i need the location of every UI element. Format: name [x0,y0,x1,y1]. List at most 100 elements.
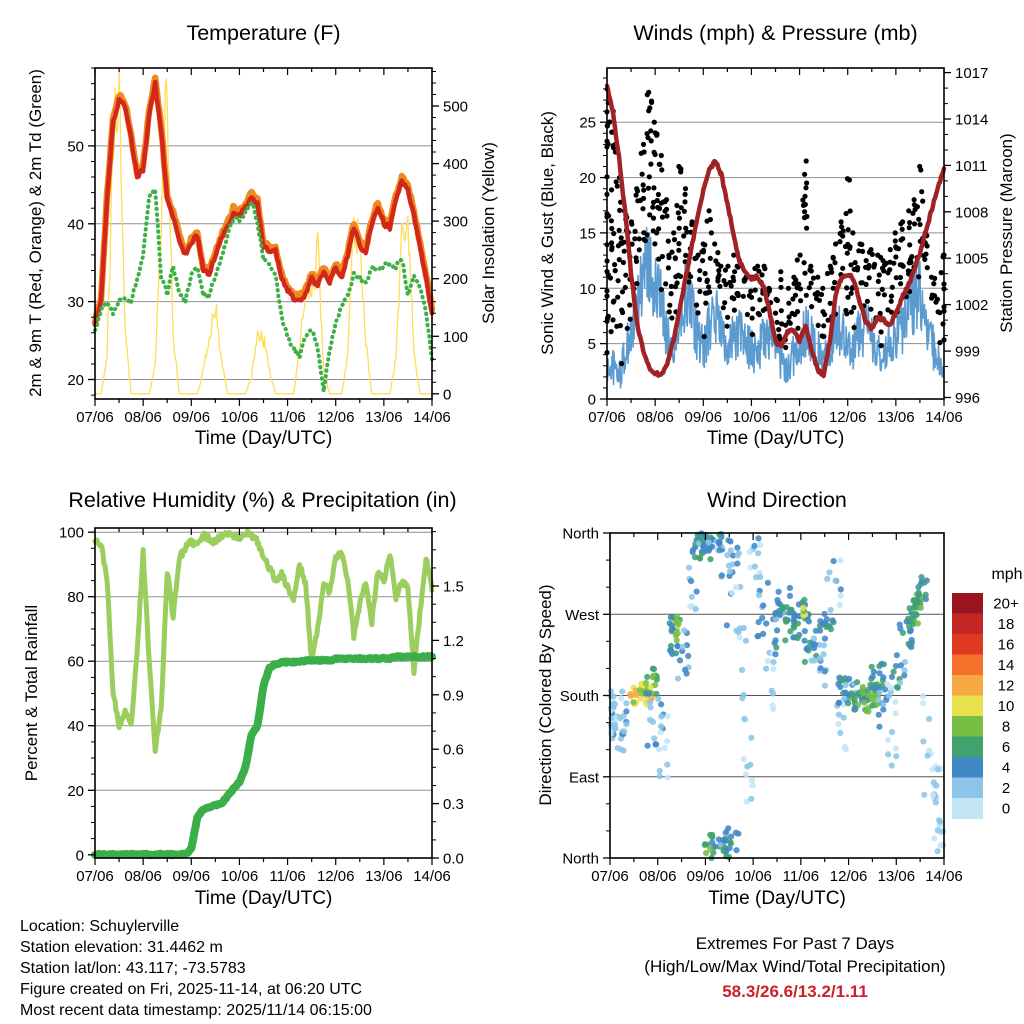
svg-text:11/06: 11/06 [269,409,305,426]
temperature-xlabel: Time (Day/UTC) [194,428,333,449]
extremes-subtitle: (High/Low/Max Wind/Total Precipitation) [644,957,946,976]
pressure-line [604,83,947,379]
svg-text:1.2: 1.2 [443,633,464,650]
station-elevation: Station elevation: 31.4462 m [20,939,223,956]
svg-text:10: 10 [998,698,1015,715]
svg-text:100: 100 [443,329,468,346]
svg-text:10/06: 10/06 [221,868,259,885]
station-latlon: Station lat/lon: 43.117; -73.5783 [20,960,246,977]
svg-text:07/06: 07/06 [76,409,114,426]
svg-text:30: 30 [67,294,84,311]
svg-text:08/06: 08/06 [639,868,677,885]
svg-text:0: 0 [443,386,451,403]
solar-ylabel-right: Solar Insolation (Yellow) [479,142,498,324]
extremes-values: 58.3/26.6/13.2/1.11 [722,982,868,1001]
svg-text:200: 200 [443,271,468,288]
svg-text:10: 10 [579,281,596,298]
svg-text:60: 60 [67,654,84,671]
svg-text:12/06: 12/06 [830,868,868,885]
svg-text:08/06: 08/06 [636,409,674,426]
svg-text:14/06: 14/06 [925,409,963,426]
temperature-title: Temperature (F) [186,21,341,45]
svg-text:300: 300 [443,214,468,231]
svg-text:50: 50 [67,138,84,155]
svg-text:0: 0 [76,847,84,864]
colorbar-title: mph [991,566,1023,583]
svg-text:12/06: 12/06 [829,409,867,426]
temperature-ylabel-left: 2m & 9m T (Red, Orange) & 2m Td (Green) [26,69,45,397]
temperature-9m-line [91,74,436,326]
speed-colorbar: 20+ 18 16 14 12 10 8 6 4 2 0 [952,593,1019,819]
svg-text:0.0: 0.0 [443,851,464,868]
dewpoint-line [93,187,434,394]
svg-text:5: 5 [588,336,596,353]
svg-text:12/06: 12/06 [317,868,355,885]
svg-text:18: 18 [998,616,1015,633]
data-timestamp: Most recent data timestamp: 2025/11/14 0… [20,1002,372,1019]
svg-text:14/06: 14/06 [413,868,451,885]
svg-text:500: 500 [443,99,468,116]
svg-text:11/06: 11/06 [781,409,817,426]
svg-text:12/06: 12/06 [317,409,355,426]
wind-ylabel-left: Sonic Wind & Gust (Blue, Black) [538,111,557,355]
pressure-ylabel-right: Station Pressure (Maroon) [997,133,1016,333]
svg-text:100: 100 [59,525,84,542]
svg-text:20: 20 [67,783,84,800]
svg-text:07/06: 07/06 [76,868,114,885]
station-location: Location: Schuylerville [20,918,180,935]
svg-text:0: 0 [588,392,596,409]
svg-text:8: 8 [1002,718,1010,735]
humidity-ylabel-left: Percent & Total Rainfall [22,604,41,782]
figure-created: Figure created on Fri, 2025-11-14, at 06… [20,981,363,998]
station-info: Location: Schuylerville Station elevatio… [20,916,372,1021]
temperature-2m-line [92,79,435,328]
wind-direction-dots [607,530,947,862]
svg-text:07/06: 07/06 [591,868,629,885]
svg-text:09/06: 09/06 [687,868,725,885]
svg-text:08/06: 08/06 [124,868,162,885]
svg-text:1005: 1005 [955,251,988,268]
wind_direction-axes: 07/06 08/06 09/06 10/06 11/06 12/06 13/06 14/06… [560,526,963,886]
svg-text:09/06: 09/06 [685,409,723,426]
svg-text:14/06: 14/06 [413,409,451,426]
svg-text:999: 999 [955,344,980,361]
svg-text:South: South [560,688,599,705]
svg-text:North: North [562,526,599,543]
temperature-axes: 07/06 08/06 09/06 10/06 11/06 12/06 13/06 14/06… [67,67,468,426]
svg-text:14/06: 14/06 [925,868,963,885]
svg-text:13/06: 13/06 [878,868,916,885]
winds_pressure-axes: 07/06 08/06 09/06 10/06 11/06 12/06 13/06 14/06… [579,65,988,426]
svg-text:1008: 1008 [955,204,988,221]
svg-text:North: North [562,851,599,868]
svg-text:0: 0 [1002,800,1010,817]
humidity_precip-axes: 07/06 08/06 09/06 10/06 11/06 12/06 13/06 14/06… [59,525,464,885]
winds-pressure-title: Winds (mph) & Pressure (mb) [633,21,918,45]
solar-insolation-line [94,70,433,395]
svg-text:20+: 20+ [993,595,1019,612]
svg-text:1.5: 1.5 [443,579,464,596]
svg-text:40: 40 [67,718,84,735]
svg-text:East: East [569,769,600,786]
svg-text:10/06: 10/06 [734,868,772,885]
svg-text:25: 25 [579,115,596,132]
svg-text:1002: 1002 [955,297,988,314]
wind-direction-title: Wind Direction [707,488,847,512]
svg-text:13/06: 13/06 [365,409,403,426]
svg-text:09/06: 09/06 [173,868,211,885]
svg-text:11/06: 11/06 [269,868,305,885]
svg-text:1011: 1011 [955,158,987,175]
svg-text:4: 4 [1002,759,1010,776]
extremes-title: Extremes For Past 7 Days [695,934,895,953]
relative-humidity-line [92,528,435,754]
svg-text:0.3: 0.3 [443,796,464,813]
svg-text:16: 16 [998,636,1015,653]
svg-text:996: 996 [955,390,980,407]
svg-text:07/06: 07/06 [588,409,626,426]
svg-text:1017: 1017 [955,65,988,82]
humidity-precip-title: Relative Humidity (%) & Precipitation (i… [68,488,457,512]
svg-text:14: 14 [998,657,1015,674]
winds-xlabel: Time (Day/UTC) [706,428,845,449]
svg-text:20: 20 [579,170,596,187]
